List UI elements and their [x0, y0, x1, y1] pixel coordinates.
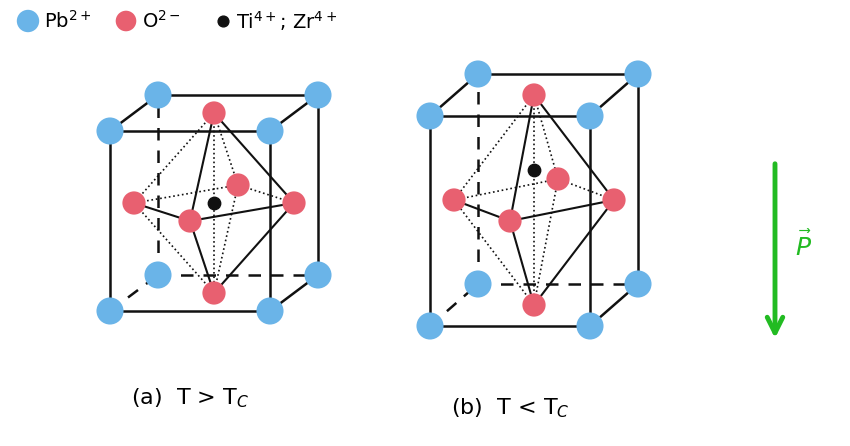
Point: [103, 307, 116, 314]
Point: [216, 17, 230, 25]
Point: [21, 17, 35, 25]
Point: [207, 109, 221, 116]
Point: [527, 166, 541, 173]
Text: Pb$^{2+}$: Pb$^{2+}$: [44, 10, 92, 32]
Text: (b)  T < T$_C$: (b) T < T$_C$: [450, 396, 570, 420]
Point: [264, 307, 277, 314]
Point: [207, 199, 221, 206]
Point: [287, 199, 301, 206]
Point: [632, 281, 645, 288]
Text: O$^{2-}$: O$^{2-}$: [142, 10, 181, 32]
Text: $\vec{P}$: $\vec{P}$: [795, 231, 812, 261]
Point: [231, 182, 245, 189]
Point: [447, 196, 461, 203]
Point: [527, 91, 541, 99]
Point: [583, 322, 597, 330]
Point: [311, 272, 325, 279]
Point: [503, 218, 517, 225]
Text: (a)  T > T$_C$: (a) T > T$_C$: [131, 386, 249, 410]
Point: [311, 91, 325, 99]
Point: [471, 281, 484, 288]
Point: [151, 272, 165, 279]
Point: [607, 196, 620, 203]
Point: [103, 128, 116, 135]
Point: [264, 128, 277, 135]
Point: [128, 199, 141, 206]
Point: [423, 322, 437, 330]
Point: [583, 112, 597, 120]
Point: [119, 17, 133, 25]
Point: [184, 218, 197, 225]
Point: [527, 301, 541, 309]
Point: [151, 91, 165, 99]
Point: [207, 289, 221, 297]
Point: [632, 70, 645, 78]
Point: [423, 112, 437, 120]
Point: [551, 175, 564, 182]
Text: Ti$^{4+}$; Zr$^{4+}$: Ti$^{4+}$; Zr$^{4+}$: [236, 9, 337, 33]
Point: [471, 70, 484, 78]
